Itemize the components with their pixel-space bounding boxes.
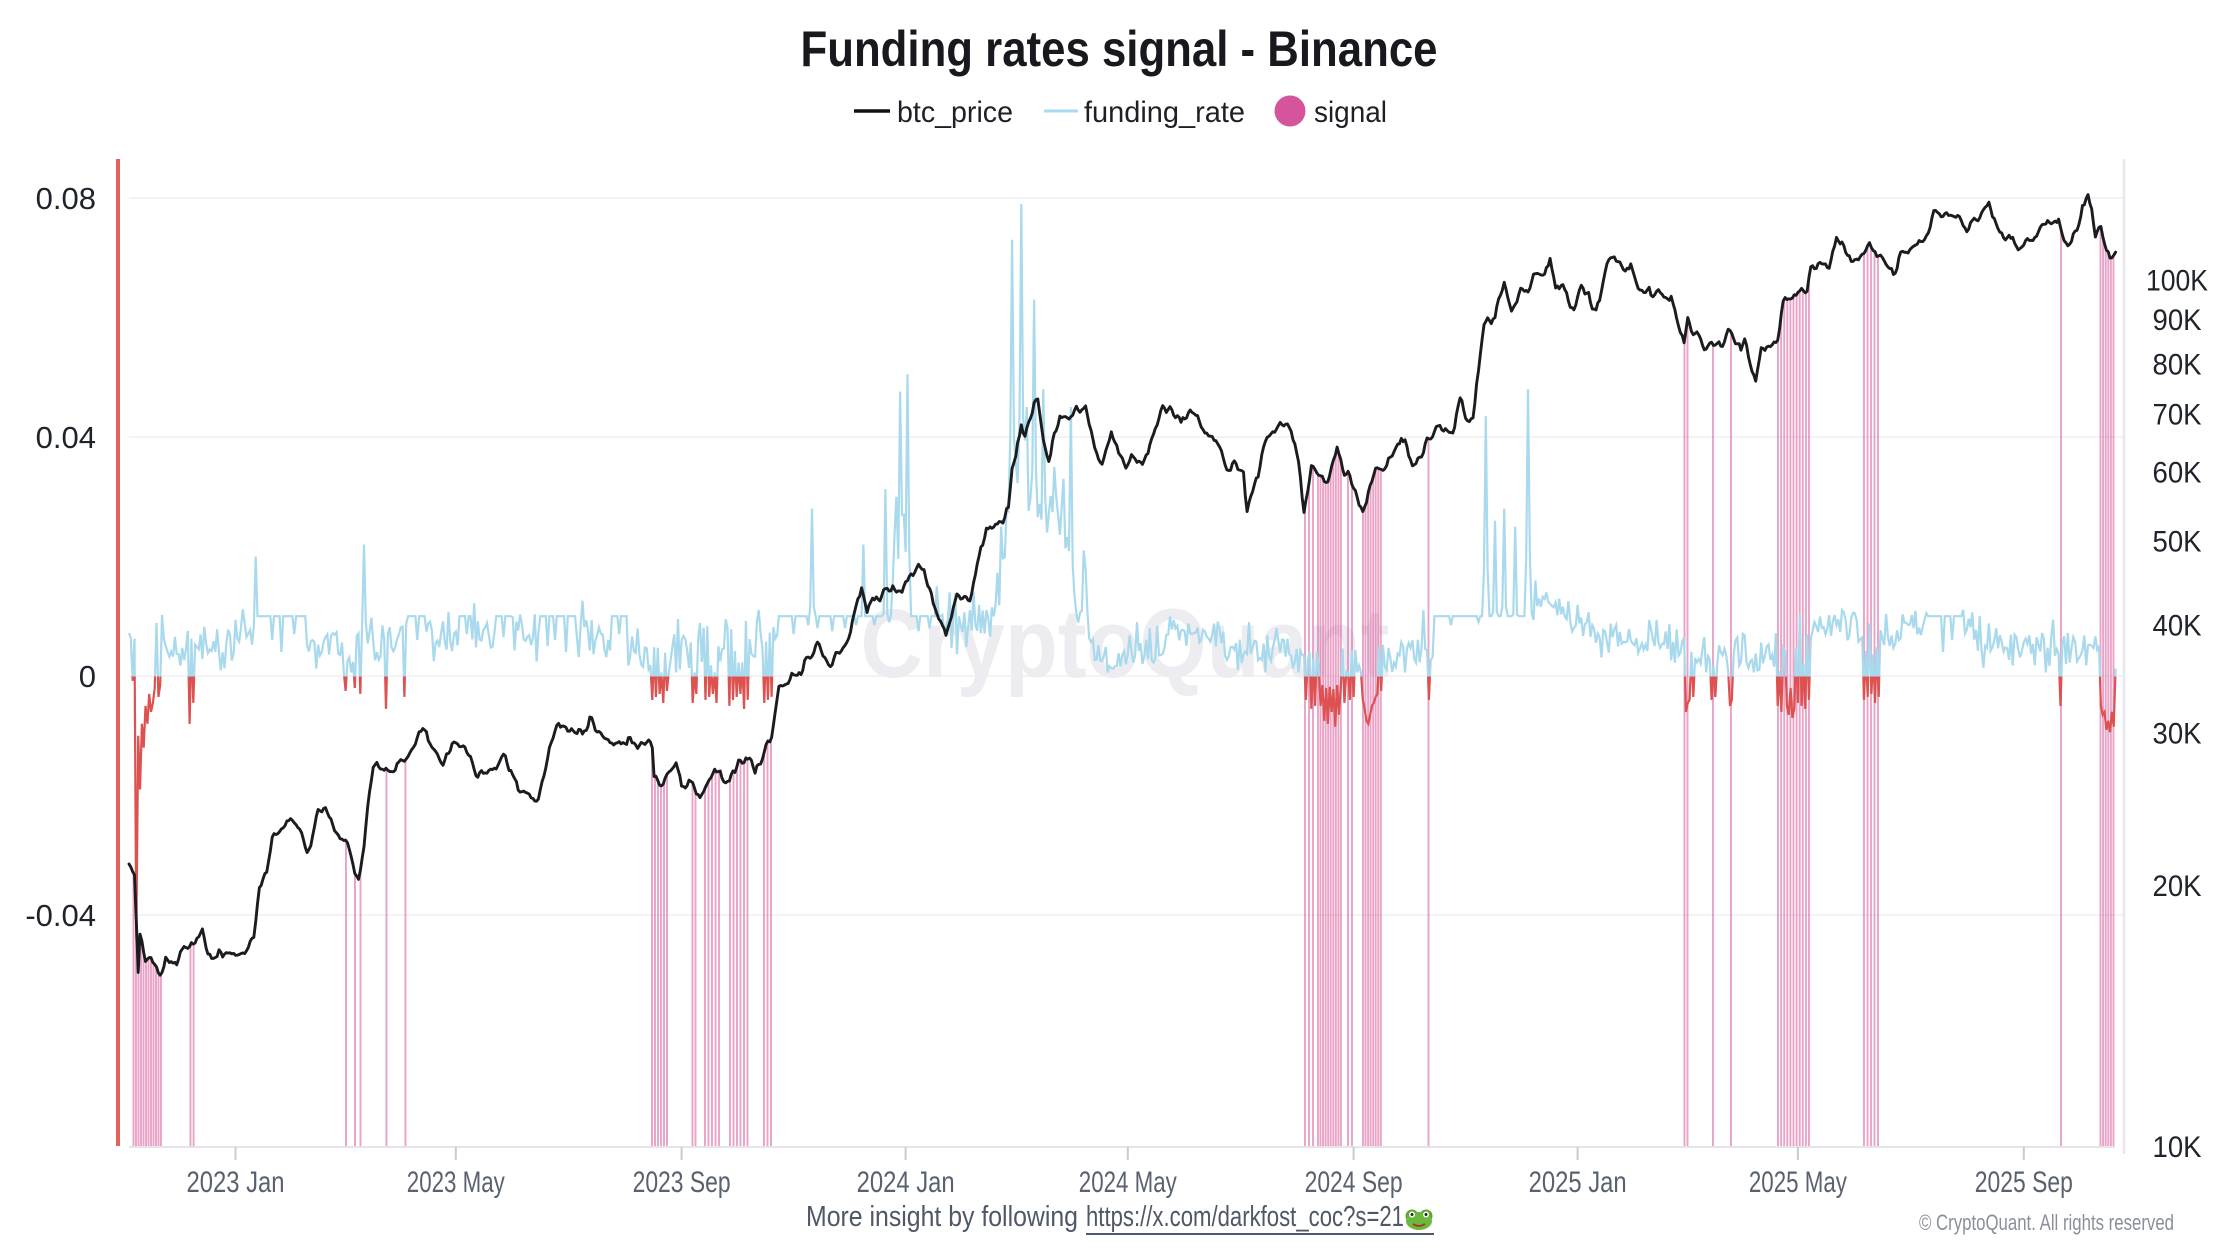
svg-text:2023 Jan: 2023 Jan [187,1166,285,1199]
svg-text:30K: 30K [2153,718,2202,751]
svg-text:0: 0 [79,659,96,694]
svg-text:100K: 100K [2146,264,2208,297]
svg-text:90K: 90K [2153,304,2202,337]
svg-text:https://x.com/darkfost_coc?s=2: https://x.com/darkfost_coc?s=21 [1086,1201,1404,1233]
svg-text:0.04: 0.04 [36,420,96,455]
svg-text:btc_price: btc_price [897,96,1013,129]
svg-text:2025 Sep: 2025 Sep [1975,1166,2073,1199]
svg-text:2024 Sep: 2024 Sep [1305,1166,1403,1199]
svg-text:Funding rates signal - Binance: Funding rates signal - Binance [801,21,1438,77]
svg-text:70K: 70K [2153,399,2202,432]
svg-text:50K: 50K [2153,525,2202,558]
svg-text:40K: 40K [2153,609,2202,642]
svg-text:60K: 60K [2153,457,2202,490]
svg-text:20K: 20K [2153,870,2202,903]
svg-text:2024 May: 2024 May [1079,1166,1177,1199]
svg-text:signal: signal [1314,96,1387,129]
svg-text:2025 Jan: 2025 Jan [1529,1166,1627,1199]
svg-text:80K: 80K [2153,348,2202,381]
svg-text:© CryptoQuant. All rights rese: © CryptoQuant. All rights reserved [1919,1210,2174,1235]
svg-text:More insight by following: More insight by following [806,1201,1078,1233]
svg-text:-0.04: -0.04 [25,898,96,933]
svg-text:2023 May: 2023 May [407,1166,505,1199]
svg-text:0.08: 0.08 [36,181,96,216]
svg-text:2025 May: 2025 May [1749,1166,1847,1199]
svg-text:2024 Jan: 2024 Jan [857,1166,955,1199]
svg-text:10K: 10K [2153,1131,2202,1164]
svg-text:2023 Sep: 2023 Sep [633,1166,731,1199]
svg-text:funding_rate: funding_rate [1084,96,1245,129]
